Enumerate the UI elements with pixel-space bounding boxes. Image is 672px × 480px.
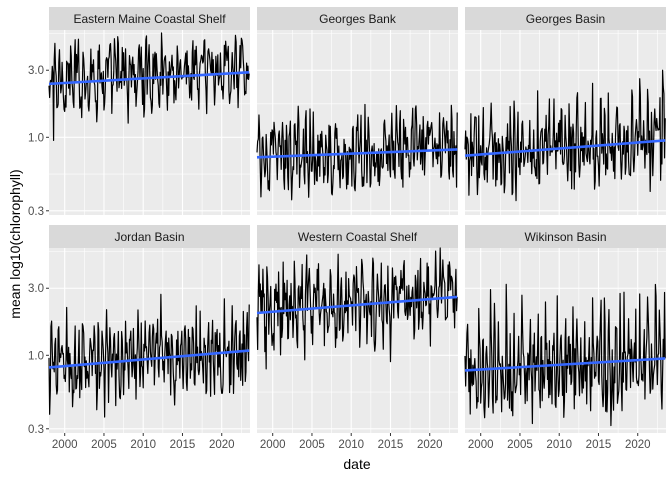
- facet-strip: [49, 225, 250, 248]
- trend-line: [256, 295, 458, 315]
- facet-panel: Jordan Basin: [48, 225, 250, 433]
- x-tick-label: 2015: [170, 439, 196, 451]
- series-line: [464, 69, 666, 202]
- x-tick-label: 2010: [130, 439, 156, 451]
- series-line: [464, 283, 666, 427]
- facet-panel: Western Coastal Shelf: [256, 225, 458, 433]
- facet-title: Jordan Basin: [114, 230, 184, 244]
- facet-title: Georges Bank: [319, 12, 397, 26]
- facet-title: Western Coastal Shelf: [298, 230, 418, 244]
- x-axis-title: date: [343, 456, 370, 472]
- x-tick-label: 2000: [468, 439, 494, 451]
- panel-background: [257, 248, 458, 433]
- series-line: [256, 247, 458, 370]
- facet-title: Georges Basin: [526, 12, 605, 26]
- trend-line: [48, 71, 250, 86]
- facet-panel: Georges Bank: [256, 7, 458, 215]
- x-tick-label: 2005: [299, 439, 325, 451]
- y-tick-label: 0.3: [28, 206, 44, 218]
- y-tick-label: 0.3: [28, 424, 44, 436]
- x-tick-label: 2000: [260, 439, 286, 451]
- facet-title: Wikinson Basin: [524, 230, 606, 244]
- series-line: [48, 32, 250, 142]
- x-tick-label: 2005: [91, 439, 117, 451]
- facet-title: Eastern Maine Coastal Shelf: [73, 12, 226, 26]
- x-tick-label: 2015: [586, 439, 612, 451]
- y-tick-label: 3.0: [28, 283, 44, 295]
- x-tick-label: 2015: [378, 439, 404, 451]
- facet-panel: Wikinson Basin: [464, 225, 666, 433]
- x-tick-label: 2010: [546, 439, 572, 451]
- trend-line: [256, 148, 458, 159]
- x-tick-label: 2020: [209, 439, 235, 451]
- x-tick-label: 2020: [417, 439, 443, 451]
- facet-strip: [465, 225, 666, 248]
- x-tick-label: 2005: [507, 439, 533, 451]
- x-tick-label: 2010: [338, 439, 364, 451]
- trend-line: [464, 357, 666, 372]
- y-tick-label: 1.0: [28, 132, 44, 144]
- facet-panel: Georges Basin: [464, 7, 666, 215]
- y-axis-title: mean log10(chlorophyll): [7, 169, 23, 318]
- x-tick-label: 2000: [52, 439, 78, 451]
- facet-strip: [257, 7, 458, 30]
- series-line: [256, 103, 458, 201]
- y-tick-label: 3.0: [28, 65, 44, 77]
- facet-strip: [257, 225, 458, 248]
- trend-line: [464, 139, 666, 157]
- series-line: [48, 293, 250, 418]
- facet-panel: Eastern Maine Coastal Shelf: [48, 7, 250, 215]
- panels-layer: Eastern Maine Coastal Shelf Georges Bank G…: [48, 7, 666, 433]
- axes-layer: 0.3 1.0 3.0 0.3 1.0 3.0 2000 2005 2010 2015 2020 20…: [28, 65, 651, 451]
- y-tick-label: 1.0: [28, 350, 44, 362]
- facet-strip: [49, 7, 250, 30]
- trend-line: [48, 349, 250, 369]
- x-tick-label: 2020: [625, 439, 651, 451]
- facet-strip: [465, 7, 666, 30]
